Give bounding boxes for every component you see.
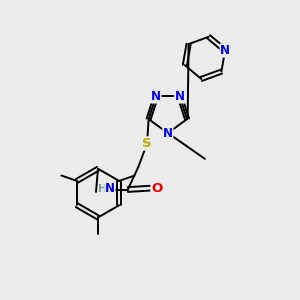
Text: O: O — [151, 182, 162, 194]
Text: N: N — [151, 90, 161, 103]
Text: S: S — [142, 137, 152, 150]
Text: N: N — [105, 182, 115, 195]
Text: N: N — [175, 90, 185, 103]
Text: N: N — [220, 44, 230, 57]
Text: N: N — [163, 127, 173, 140]
Text: H: H — [98, 184, 107, 194]
